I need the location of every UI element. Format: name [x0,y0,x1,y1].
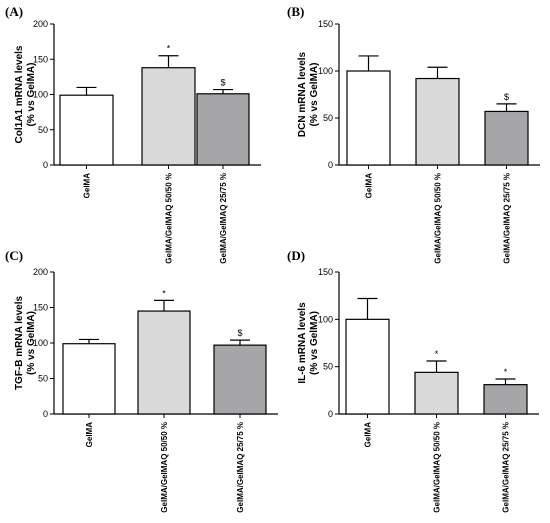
x-tick-label: GelMA/GelMAQ 50/50 % [434,173,443,264]
panel-3: (C) TGF-B mRNA levels (% vs GelMA) 0 50 100 15… [5,248,278,513]
y-axis-label: (% vs GelMA) [26,63,37,127]
significance-mark: $ [504,92,509,102]
bar [141,67,196,166]
y-tick-label: 100 [318,66,333,76]
y-tick-label: 150 [318,19,333,29]
y-tick-label: 50 [38,374,48,384]
bar [62,343,116,415]
y-axis-label: (% vs GelMA) [26,311,37,375]
x-tick-label: GelMA/GelMAQ 25/75 % [236,422,245,513]
y-tick-label: 50 [323,113,333,123]
x-tick-label: GelMA/GelMAQ 25/75 % [503,173,512,264]
y-axis-label: (% vs GelMA) [309,63,320,127]
x-tick-label: GelMA/GelMAQ 50/50 % [433,422,442,513]
x-tick-label: GelMA [365,173,374,199]
panel-letter: (A) [5,4,23,19]
significance-mark: * [435,349,439,359]
y-axis-label: IL-6 mRNA levels [297,302,308,384]
x-tick-label: GelMA/GelMAQ 50/50 % [160,422,169,513]
panel-letter: (D) [287,248,305,263]
y-tick-label: 200 [33,267,48,277]
y-tick-label: 150 [33,303,48,313]
significance-mark: $ [237,328,242,338]
y-tick-label: 150 [318,267,333,277]
significance-mark: * [167,44,171,54]
y-tick-label: 100 [33,90,48,100]
bar [484,110,529,166]
x-tick-label: GelMA/GelMAQ 50/50 % [165,173,174,264]
bar [483,384,528,415]
panel-letter: (B) [287,4,304,19]
y-axis-label: (% vs GelMA) [309,311,320,375]
bar [414,371,459,415]
y-tick-label: 200 [33,19,48,29]
y-tick-label: 100 [33,338,48,348]
y-tick-label: 0 [328,160,333,170]
panel-1: (A) Col1A1 mRNA levels (% vs GelMA) 0 50 100 1… [5,4,261,264]
bar [345,318,390,415]
x-tick-label: GelMA [364,422,373,448]
significance-mark: $ [220,78,225,88]
y-tick-label: 50 [323,362,333,372]
y-axis-label: Col1A1 mRNA levels [14,45,25,143]
bar [415,77,460,166]
significance-mark: * [162,288,166,298]
y-tick-label: 100 [318,314,333,324]
bar [346,70,391,166]
bar [196,93,250,166]
x-tick-label: GelMA [85,422,94,448]
y-tick-label: 150 [33,54,48,64]
x-tick-label: GelMA [83,173,92,199]
bar [137,310,191,415]
significance-mark: * [504,367,508,377]
bar [59,94,114,166]
x-tick-label: GelMA/GelMAQ 25/75 % [502,422,511,513]
panel-letter: (C) [5,248,23,263]
y-tick-label: 0 [43,409,48,419]
bar [213,344,267,415]
y-axis-label: DCN mRNA levels [297,51,308,137]
y-tick-label: 50 [38,125,48,135]
x-tick-label: GelMA/GelMAQ 25/75 % [219,173,228,264]
panel-4: (D) IL-6 mRNA levels (% vs GelMA) 0 50 100 150… [287,248,539,513]
y-axis-label: TGF-B mRNA levels [14,296,25,391]
panel-2: (B) DCN mRNA levels (% vs GelMA) 0 50 100 150 G… [287,4,540,264]
y-tick-label: 0 [43,160,48,170]
y-tick-label: 0 [328,409,333,419]
